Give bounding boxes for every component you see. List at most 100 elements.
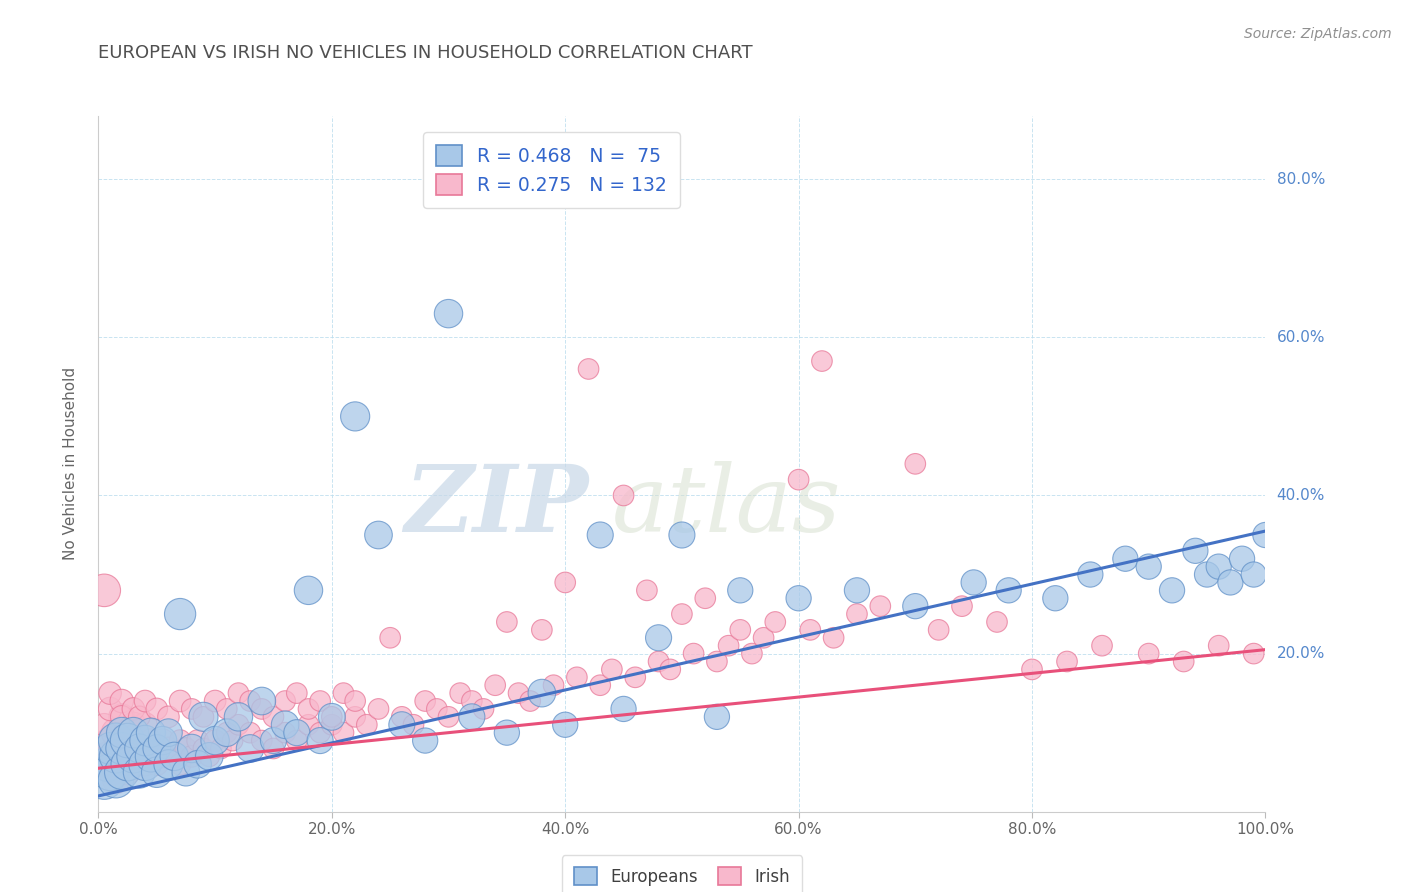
Point (180, 741, 202, 756)
Point (461, 710, 484, 724)
Point (98, 765, 121, 780)
Legend: Europeans, Irish: Europeans, Irish (562, 855, 801, 892)
Point (763, 615, 786, 629)
Point (787, 591, 810, 606)
Point (104, 749, 127, 764)
Point (367, 528, 389, 542)
Point (157, 725, 180, 739)
Point (111, 765, 134, 780)
Point (228, 686, 250, 700)
Point (554, 717, 576, 731)
Point (228, 710, 250, 724)
Point (472, 702, 495, 716)
Point (111, 710, 134, 724)
Point (554, 575, 576, 590)
Point (209, 741, 232, 756)
Point (624, 670, 647, 684)
Point (204, 733, 226, 747)
Text: Source: ZipAtlas.com: Source: ZipAtlas.com (1244, 27, 1392, 41)
Point (193, 710, 215, 724)
Text: 20.0%: 20.0% (1277, 646, 1324, 661)
Point (752, 631, 775, 645)
Point (530, 686, 553, 700)
Point (1243, 647, 1265, 661)
Point (215, 725, 238, 739)
Point (426, 702, 449, 716)
Point (437, 307, 460, 321)
Point (139, 733, 162, 747)
Point (285, 733, 308, 747)
Point (146, 757, 169, 772)
Point (1056, 655, 1078, 669)
Point (1137, 559, 1160, 574)
Point (250, 694, 273, 708)
Point (413, 694, 436, 708)
Point (962, 575, 984, 590)
Point (104, 773, 127, 788)
Point (986, 615, 1008, 629)
Point (1208, 639, 1230, 653)
Point (139, 749, 162, 764)
Point (169, 607, 191, 621)
Point (122, 725, 145, 739)
Point (152, 733, 174, 747)
Point (717, 639, 740, 653)
Point (122, 749, 145, 764)
Point (104, 733, 127, 747)
Point (845, 583, 868, 598)
Point (1230, 551, 1253, 566)
Point (122, 717, 145, 731)
Point (152, 733, 174, 747)
Point (904, 599, 927, 614)
Point (152, 749, 174, 764)
Point (215, 702, 238, 716)
Point (111, 757, 134, 772)
Point (117, 725, 139, 739)
Point (97, 757, 120, 772)
Point (647, 631, 669, 645)
Point (659, 662, 682, 676)
Point (157, 757, 180, 772)
Point (845, 607, 868, 621)
Point (799, 623, 821, 637)
Point (671, 528, 693, 542)
Point (128, 733, 150, 747)
Point (1254, 528, 1277, 542)
Point (297, 702, 319, 716)
Point (1184, 543, 1206, 558)
Point (332, 725, 354, 739)
Point (274, 725, 297, 739)
Point (157, 741, 180, 756)
Point (1195, 567, 1218, 582)
Point (111, 710, 134, 724)
Point (97, 749, 120, 764)
Point (344, 710, 367, 724)
Point (391, 710, 413, 724)
Text: 80.0%: 80.0% (1277, 172, 1324, 186)
Point (122, 741, 145, 756)
Point (93, 717, 115, 731)
Point (187, 733, 209, 747)
Point (117, 757, 139, 772)
Point (309, 733, 332, 747)
Point (706, 710, 728, 724)
Point (950, 599, 973, 614)
Point (741, 647, 763, 661)
Point (437, 710, 460, 724)
Point (93, 773, 115, 788)
Point (128, 710, 150, 724)
Point (198, 749, 221, 764)
Point (730, 583, 752, 598)
Point (1080, 567, 1102, 582)
Point (262, 733, 284, 747)
Point (612, 488, 634, 502)
Point (180, 749, 202, 764)
Point (904, 457, 927, 471)
Point (1021, 662, 1043, 676)
Point (811, 354, 834, 368)
Point (157, 710, 180, 724)
Text: 40.0%: 40.0% (1277, 488, 1324, 503)
Point (309, 694, 332, 708)
Point (706, 655, 728, 669)
Point (93, 583, 115, 598)
